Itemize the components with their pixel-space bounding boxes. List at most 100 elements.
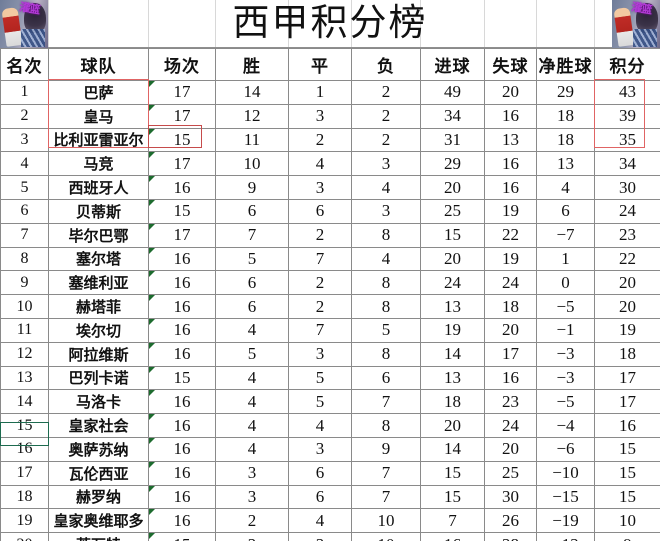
cell-goals-against[interactable]: 19	[484, 246, 537, 272]
cell-goals-against[interactable]: 20	[484, 436, 537, 462]
cell-played[interactable]: 16	[148, 508, 216, 534]
cell-goal-difference[interactable]: 0	[536, 270, 595, 296]
cell-win[interactable]: 4	[215, 365, 289, 391]
cell-loss[interactable]: 2	[351, 80, 421, 105]
cell-win[interactable]: 9	[215, 175, 289, 200]
cell-team[interactable]: 西班牙人	[48, 175, 149, 200]
cell-loss[interactable]: 8	[351, 222, 421, 248]
cell-goals-against[interactable]: 28	[484, 532, 537, 541]
cell-goals-for[interactable]: 15	[420, 222, 485, 248]
cell-draw[interactable]: 4	[288, 508, 352, 534]
cell-goals-for[interactable]: 14	[420, 341, 485, 367]
cell-team[interactable]: 马洛卡	[48, 389, 149, 415]
cell-rank[interactable]: 17	[0, 460, 49, 486]
cell-team[interactable]: 马竞	[48, 151, 149, 177]
cell-played[interactable]: 15	[148, 365, 216, 391]
cell-goals-against[interactable]: 20	[484, 80, 537, 105]
cell-played[interactable]: 16	[148, 246, 216, 272]
cell-goals-against[interactable]: 18	[484, 294, 537, 319]
cell-rank[interactable]: 11	[0, 317, 49, 343]
cell-draw[interactable]: 3	[288, 175, 352, 200]
cell-played[interactable]: 17	[148, 80, 216, 105]
cell-goals-for[interactable]: 13	[420, 294, 485, 319]
cell-loss[interactable]: 3	[351, 198, 421, 224]
cell-win[interactable]: 4	[215, 389, 289, 415]
cell-win[interactable]: 10	[215, 151, 289, 177]
cell-played[interactable]: 17	[148, 103, 216, 129]
cell-team[interactable]: 赫罗纳	[48, 484, 149, 510]
cell-draw[interactable]: 2	[288, 127, 352, 153]
cell-team[interactable]: 奥萨苏纳	[48, 436, 149, 462]
cell-loss[interactable]: 7	[351, 484, 421, 510]
column-header-played[interactable]: 场次	[148, 48, 216, 81]
cell-played[interactable]: 15	[148, 198, 216, 224]
cell-goals-against[interactable]: 16	[484, 365, 537, 391]
cell-team[interactable]: 阿拉维斯	[48, 341, 149, 367]
cell-win[interactable]: 4	[215, 413, 289, 438]
cell-goal-difference[interactable]: −6	[536, 436, 595, 462]
cell-played[interactable]: 16	[148, 341, 216, 367]
cell-draw[interactable]: 3	[288, 532, 352, 541]
cell-points[interactable]: 35	[594, 127, 660, 153]
cell-win[interactable]: 3	[215, 484, 289, 510]
column-header-team[interactable]: 球队	[48, 48, 149, 81]
cell-team[interactable]: 巴萨	[48, 80, 149, 105]
cell-goals-against[interactable]: 24	[484, 270, 537, 296]
cell-points[interactable]: 19	[594, 317, 660, 343]
cell-loss[interactable]: 2	[351, 127, 421, 153]
cell-draw[interactable]: 3	[288, 436, 352, 462]
cell-rank[interactable]: 5	[0, 175, 49, 200]
cell-goal-difference[interactable]: −15	[536, 484, 595, 510]
cell-goal-difference[interactable]: −1	[536, 317, 595, 343]
cell-goals-against[interactable]: 17	[484, 341, 537, 367]
cell-played[interactable]: 16	[148, 460, 216, 486]
cell-rank[interactable]: 6	[0, 198, 49, 224]
cell-team[interactable]: 比利亚雷亚尔	[48, 127, 149, 153]
cell-goals-against[interactable]: 16	[484, 151, 537, 177]
cell-goal-difference[interactable]: −19	[536, 508, 595, 534]
cell-goal-difference[interactable]: −5	[536, 294, 595, 319]
cell-rank[interactable]: 16	[0, 436, 49, 462]
cell-rank[interactable]: 10	[0, 294, 49, 319]
cell-rank[interactable]: 1	[0, 80, 49, 105]
cell-rank[interactable]: 13	[0, 365, 49, 391]
cell-win[interactable]: 2	[215, 532, 289, 541]
cell-draw[interactable]: 6	[288, 460, 352, 486]
cell-played[interactable]: 16	[148, 389, 216, 415]
cell-goals-for[interactable]: 20	[420, 175, 485, 200]
cell-rank[interactable]: 8	[0, 246, 49, 272]
cell-win[interactable]: 5	[215, 246, 289, 272]
cell-draw[interactable]: 7	[288, 317, 352, 343]
cell-played[interactable]: 16	[148, 436, 216, 462]
cell-goal-difference[interactable]: 6	[536, 198, 595, 224]
cell-loss[interactable]: 9	[351, 436, 421, 462]
cell-win[interactable]: 12	[215, 103, 289, 129]
cell-win[interactable]: 7	[215, 222, 289, 248]
cell-loss[interactable]: 10	[351, 508, 421, 534]
cell-points[interactable]: 17	[594, 365, 660, 391]
cell-team[interactable]: 皇家奥维耶多	[48, 508, 149, 534]
cell-played[interactable]: 16	[148, 317, 216, 343]
cell-team[interactable]: 皇家社会	[48, 413, 149, 438]
cell-loss[interactable]: 7	[351, 389, 421, 415]
cell-played[interactable]: 16	[148, 175, 216, 200]
cell-goals-for[interactable]: 14	[420, 436, 485, 462]
cell-points[interactable]: 22	[594, 246, 660, 272]
column-header-loss[interactable]: 负	[351, 48, 421, 81]
cell-win[interactable]: 14	[215, 80, 289, 105]
cell-draw[interactable]: 4	[288, 413, 352, 438]
cell-played[interactable]: 17	[148, 151, 216, 177]
cell-goal-difference[interactable]: 29	[536, 80, 595, 105]
cell-loss[interactable]: 6	[351, 365, 421, 391]
cell-played[interactable]: 16	[148, 294, 216, 319]
cell-loss[interactable]: 3	[351, 151, 421, 177]
cell-goals-for[interactable]: 34	[420, 103, 485, 129]
cell-draw[interactable]: 5	[288, 389, 352, 415]
cell-points[interactable]: 15	[594, 436, 660, 462]
cell-draw[interactable]: 3	[288, 341, 352, 367]
cell-loss[interactable]: 7	[351, 460, 421, 486]
cell-rank[interactable]: 15	[0, 413, 49, 438]
cell-points[interactable]: 9	[594, 532, 660, 541]
cell-draw[interactable]: 3	[288, 103, 352, 129]
cell-rank[interactable]: 20	[0, 532, 49, 541]
